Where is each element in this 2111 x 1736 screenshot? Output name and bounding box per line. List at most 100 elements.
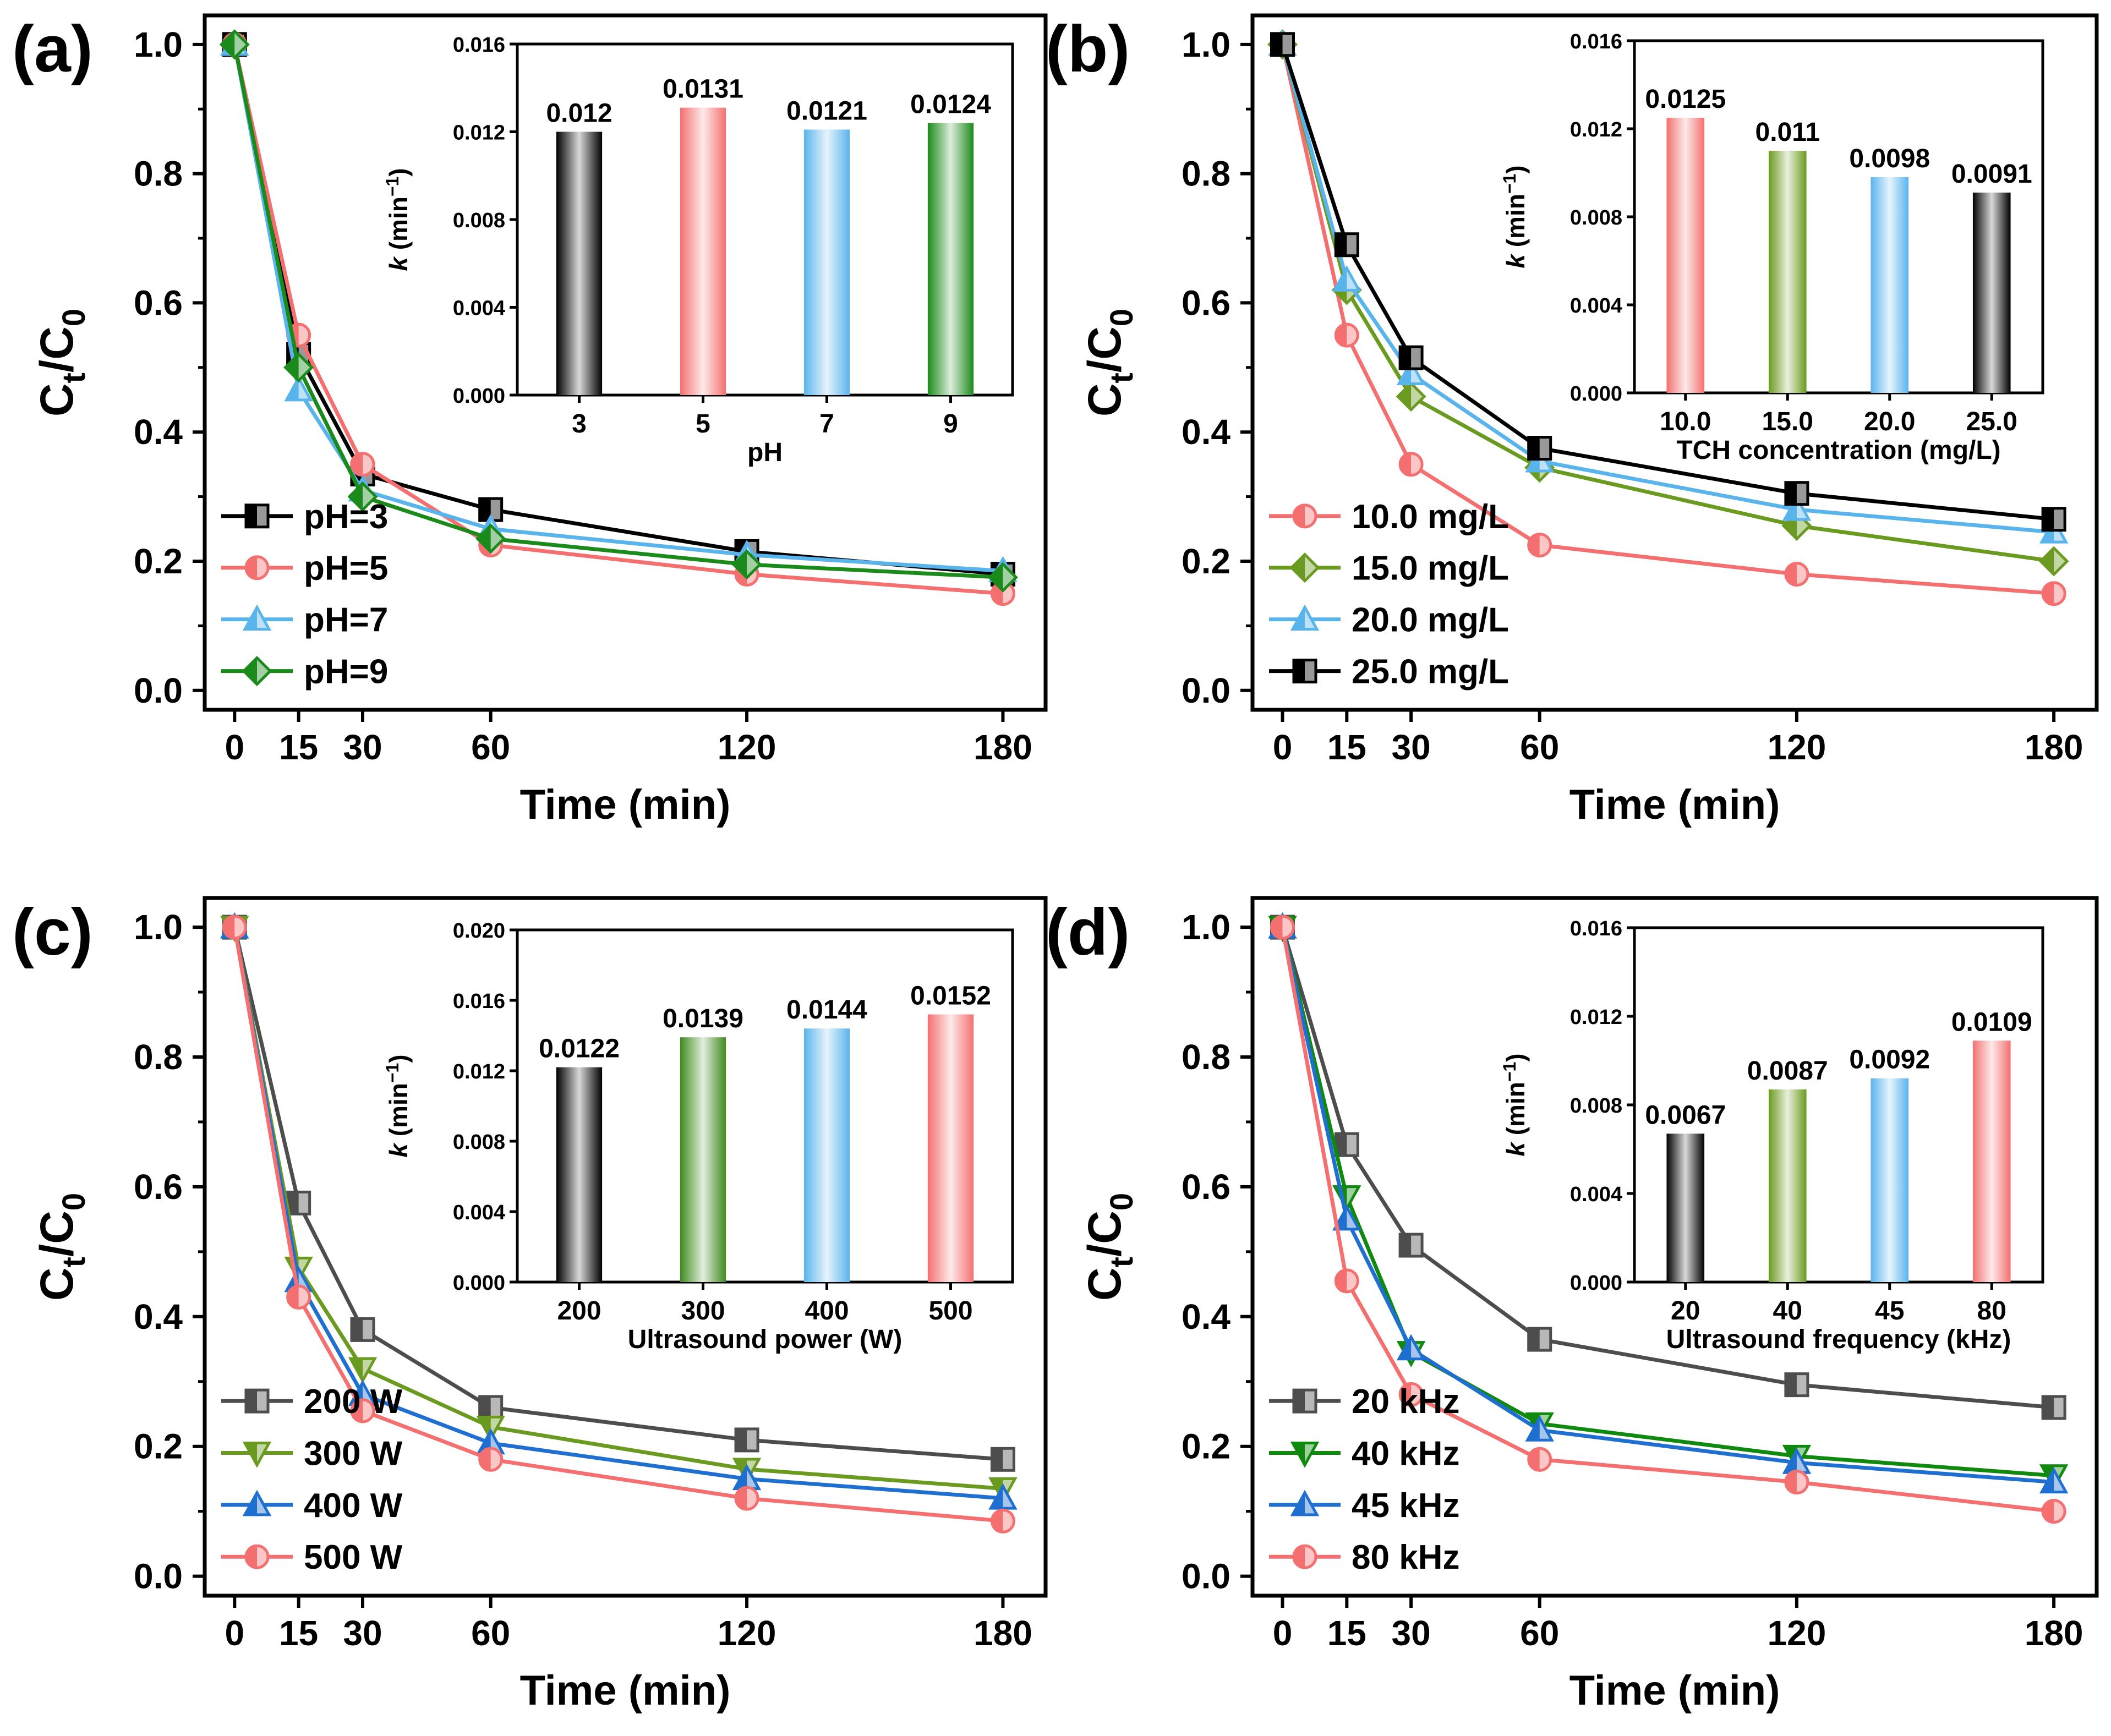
inset-bar-value: 0.0152 xyxy=(910,982,991,1011)
inset-bar-value: 0.0067 xyxy=(1645,1100,1726,1130)
inset-y-tick-label: 0.008 xyxy=(453,1131,505,1154)
legend-label: 10.0 mg/L xyxy=(1352,498,1509,536)
marker-half-fill xyxy=(479,499,491,521)
x-tick-label: 120 xyxy=(718,727,776,767)
y-axis-title: Ct/C0 xyxy=(1079,1193,1140,1301)
marker-half-fill xyxy=(2043,508,2054,530)
x-tick-label: 120 xyxy=(1768,727,1826,767)
inset-y-tick-label: 0.000 xyxy=(453,1272,505,1295)
marker-half-fill xyxy=(245,1492,257,1515)
panel-label: (b) xyxy=(1046,12,1130,86)
marker-half-fill xyxy=(991,1486,1003,1509)
x-tick-label: 15 xyxy=(279,1613,318,1653)
marker-half-fill xyxy=(2042,1470,2054,1492)
inset-bar-value: 0.0092 xyxy=(1849,1045,1930,1075)
inset-bar-value: 0.011 xyxy=(1755,118,1820,147)
inset-x-tick-label: 3 xyxy=(572,409,587,439)
series-line-2 xyxy=(232,927,1003,1500)
inset-bar-value: 0.0131 xyxy=(663,75,743,104)
marker-half-fill xyxy=(351,1399,363,1422)
inset-bar xyxy=(927,123,974,396)
legend-label: 20 kHz xyxy=(1352,1383,1459,1421)
y-tick-label: 1.0 xyxy=(134,907,183,947)
marker-half-fill xyxy=(1785,482,1797,505)
inset-x-tick-label: 5 xyxy=(696,409,710,439)
marker-half-fill xyxy=(734,551,747,578)
series-line-3 xyxy=(232,44,1003,579)
x-tick-label: 60 xyxy=(1520,727,1559,767)
x-tick-label: 0 xyxy=(225,727,244,767)
inset-y-title-close: ) xyxy=(384,1054,413,1063)
marker-half-fill xyxy=(992,1510,1003,1532)
inset-x-tick-label: 25.0 xyxy=(1966,407,2017,436)
legend-label: 500 W xyxy=(304,1538,403,1576)
marker-half-fill xyxy=(1294,1390,1305,1412)
inset-bar-value: 0.0087 xyxy=(1747,1056,1828,1086)
inset-y-title-sup: −1 xyxy=(1500,174,1519,194)
legend-label: 200 W xyxy=(304,1383,403,1421)
y-tick-label: 0.8 xyxy=(1182,1037,1230,1077)
inset-bar xyxy=(1768,1089,1807,1282)
marker-half-fill xyxy=(1398,383,1412,410)
y-title-c: C xyxy=(31,1267,83,1301)
inset-y-title-sup: −1 xyxy=(382,177,402,196)
marker-half-fill xyxy=(992,1448,1003,1471)
legend-label: 15.0 mg/L xyxy=(1352,550,1509,588)
x-axis-title: Time (min) xyxy=(520,1667,731,1714)
y-tick-label: 0.0 xyxy=(134,1557,183,1596)
marker-half-fill xyxy=(1294,505,1305,527)
inset-x-tick-label: 500 xyxy=(928,1296,972,1326)
marker-half-fill xyxy=(1293,1443,1305,1465)
marker-half-fill xyxy=(351,1318,363,1341)
inset-bar-chart: 0.0122 200 0.0139 300 0.0144 400 0.0152 500 0.00… xyxy=(382,919,1014,1354)
inset-bar-value: 0.0144 xyxy=(786,995,867,1025)
x-tick-label: 15 xyxy=(1327,727,1366,767)
marker-half-fill xyxy=(223,916,235,939)
y-tick-label: 0.2 xyxy=(134,1427,183,1466)
legend-label: 80 kHz xyxy=(1352,1538,1459,1576)
marker-half-fill xyxy=(2043,582,2054,605)
x-tick-label: 120 xyxy=(718,1613,776,1653)
x-tick-label: 15 xyxy=(279,727,318,767)
y-title-sep: /C xyxy=(31,326,83,373)
marker-half-fill xyxy=(287,1192,299,1214)
x-tick-label: 30 xyxy=(343,727,382,767)
y-title-sub2: 0 xyxy=(1104,309,1140,326)
inset-y-tick-label: 0.008 xyxy=(1570,206,1622,229)
inset-y-tick-label: 0.012 xyxy=(453,122,505,145)
y-tick-label: 0.6 xyxy=(134,283,183,322)
y-tick-label: 0.8 xyxy=(134,1037,183,1077)
inset-bar-value: 0.0139 xyxy=(663,1004,743,1033)
inset-bar-chart: 0.012 3 0.0131 5 0.0121 7 0.0124 9 0.000 0.004 0.0… xyxy=(382,34,1014,467)
y-title-sub: t xyxy=(56,373,92,383)
y-title-c: C xyxy=(1079,383,1130,417)
y-title-sep: /C xyxy=(1079,326,1130,373)
y-tick-label: 0.2 xyxy=(1182,541,1230,581)
marker-half-fill xyxy=(285,354,299,381)
inset-y-title-sup: −1 xyxy=(1500,1062,1519,1082)
inset-bar xyxy=(1871,1078,1909,1282)
inset-y-tick-label: 0.000 xyxy=(453,385,505,408)
marker-half-fill xyxy=(736,1487,747,1510)
series-line-3 xyxy=(1281,927,2054,1514)
y-tick-label: 1.0 xyxy=(1182,907,1230,947)
marker-half-fill xyxy=(1528,534,1540,556)
x-tick-label: 60 xyxy=(1520,1613,1559,1653)
marker-half-fill xyxy=(1785,563,1797,585)
inset-y-tick-label: 0.008 xyxy=(1570,1094,1622,1118)
inset-y-axis-title: k (min−1) xyxy=(1500,1053,1530,1156)
marker-half-fill xyxy=(2043,1396,2054,1419)
plot-frame xyxy=(1250,896,2099,1598)
y-tick-label: 0.0 xyxy=(134,671,183,710)
marker-half-fill xyxy=(245,1443,257,1465)
marker-half-fill xyxy=(736,1428,747,1451)
y-title-sep: /C xyxy=(1079,1211,1130,1257)
inset-y-tick-label: 0.012 xyxy=(1570,118,1622,141)
x-tick-label: 15 xyxy=(1327,1613,1366,1653)
inset-y-tick-label: 0.004 xyxy=(1570,294,1622,317)
y-tick-label: 0.4 xyxy=(1182,1297,1230,1337)
legend-label: 300 W xyxy=(304,1435,403,1473)
marker-half-fill xyxy=(1293,607,1305,629)
y-tick-label: 1.0 xyxy=(1182,25,1230,64)
inset-y-tick-label: 0.004 xyxy=(453,1201,505,1224)
